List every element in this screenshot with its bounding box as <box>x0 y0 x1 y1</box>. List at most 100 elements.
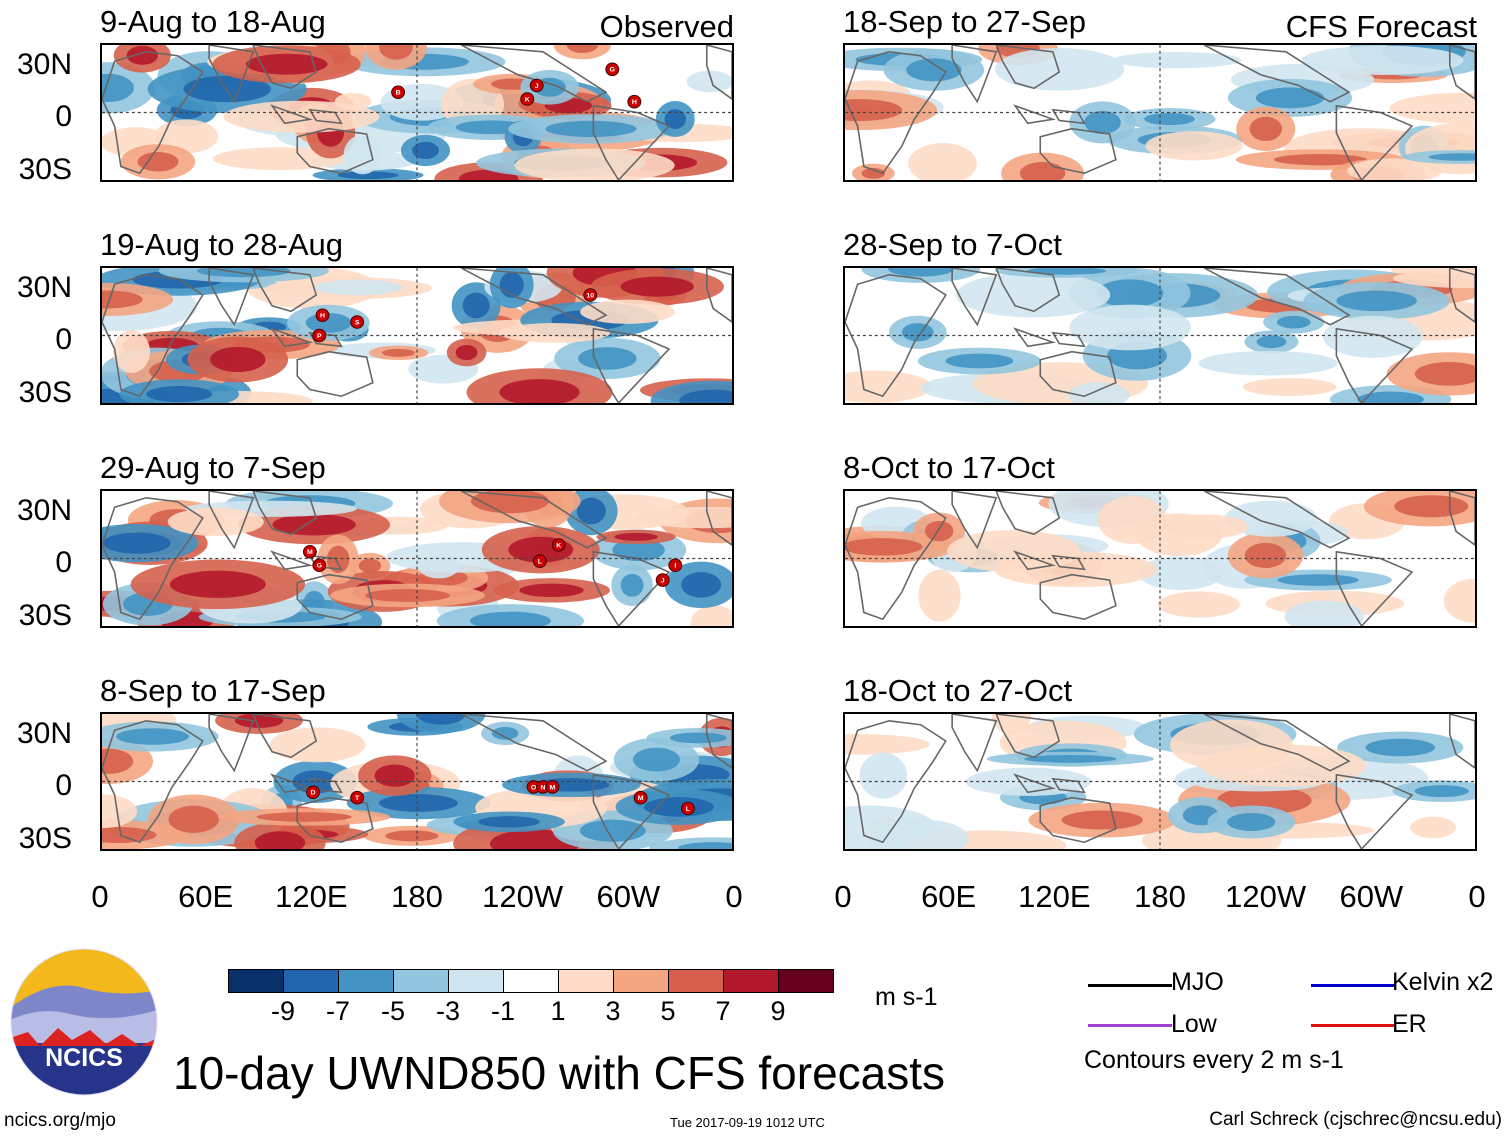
storm-marker: P <box>312 328 327 343</box>
map-panel <box>843 266 1477 405</box>
storm-label: 10 <box>586 292 594 299</box>
map-panel <box>843 712 1477 851</box>
storm-marker: T <box>350 790 365 805</box>
storm-marker: H <box>627 94 642 109</box>
storm-label: K <box>525 96 530 103</box>
colorbar-tick: 7 <box>715 996 731 1026</box>
storm-marker: 10 <box>583 288 598 302</box>
lon-label: 0 <box>834 879 852 914</box>
panel-title: 8-Oct to 17-Oct <box>843 450 1055 485</box>
storm-marker: J <box>655 573 670 587</box>
storm-marker: D <box>306 785 321 800</box>
panel-tag: CFS Forecast <box>1285 9 1477 44</box>
uwnd-field: MG L K J I <box>102 491 732 626</box>
storm-label: L <box>538 559 542 566</box>
lon-label: 60E <box>921 879 977 914</box>
legend-label: MJO <box>1171 968 1224 996</box>
map-panel: H P S 10 <box>100 266 734 405</box>
lon-label: 120E <box>275 879 348 914</box>
storm-marker: K <box>520 92 535 106</box>
storm-label: J <box>661 578 665 585</box>
lon-label: 60W <box>1339 879 1404 914</box>
panel-title: 19-Aug to 28-Aug <box>100 227 344 262</box>
lat-label: 0 <box>55 323 72 356</box>
colorbar-swatch <box>503 969 559 993</box>
storm-label: H <box>632 99 637 106</box>
storm-label: G <box>317 563 322 570</box>
storm-label: O <box>531 784 537 791</box>
colorbar-tick: -7 <box>325 996 351 1026</box>
storm-marker: M <box>545 780 560 794</box>
colorbar-swatch <box>723 969 779 993</box>
lon-label: 60W <box>596 879 661 914</box>
storm-label: T <box>355 795 360 802</box>
storm-marker: B <box>391 85 406 100</box>
lat-label: 30N <box>16 271 72 304</box>
lat-label: 30S <box>18 153 72 186</box>
lon-label: 60E <box>178 879 234 914</box>
footer-timestamp: Tue 2017-09-19 1012 UTC <box>670 1115 825 1130</box>
storm-marker: G <box>605 62 620 77</box>
lat-label: 30N <box>16 48 72 81</box>
colorbar-tick: 1 <box>550 996 566 1026</box>
storm-label: K <box>556 542 561 549</box>
colorbar-swatch <box>613 969 669 993</box>
uwnd-field <box>845 268 1475 403</box>
lat-label: 30S <box>18 376 72 409</box>
storm-label: B <box>396 90 401 97</box>
storm-label: I <box>674 563 676 570</box>
storm-marker: S <box>350 315 365 329</box>
contour-note: Contours every 2 m s-1 <box>1084 1046 1344 1074</box>
storm-label: J <box>535 83 539 90</box>
panel-title: 18-Sep to 27-Sep <box>843 4 1087 39</box>
panel-title: 28-Sep to 7-Oct <box>843 227 1062 262</box>
storm-marker: K <box>551 538 566 552</box>
lon-label: 180 <box>1134 879 1186 914</box>
uwnd-field <box>845 714 1475 849</box>
legend-label: Kelvin x2 <box>1392 968 1494 996</box>
colorbar-tick: 9 <box>770 996 786 1026</box>
legend-line <box>1311 984 1395 987</box>
panel-title: 9-Aug to 18-Aug <box>100 4 326 39</box>
panel-tag: Observed <box>599 9 734 44</box>
storm-marker: I <box>668 558 683 573</box>
panel-title: 8-Sep to 17-Sep <box>100 673 326 708</box>
colorbar-swatch <box>338 969 394 993</box>
uwnd-field: DTO N MML <box>102 714 732 849</box>
uwnd-field: H P S 10 <box>102 268 732 403</box>
colorbar-tick: -5 <box>380 996 406 1026</box>
legend-line <box>1088 1024 1172 1027</box>
colorbar-swatch <box>228 969 284 993</box>
legend-line <box>1088 984 1172 987</box>
lat-label: 0 <box>55 100 72 133</box>
storm-label: D <box>311 790 316 797</box>
lon-label: 120W <box>482 879 564 914</box>
uwnd-field <box>845 45 1475 180</box>
colorbar-swatch <box>778 969 834 993</box>
storm-label: P <box>317 333 322 340</box>
legend-label: ER <box>1392 1010 1427 1038</box>
colorbar-tick: 3 <box>605 996 621 1026</box>
storm-label: G <box>610 67 615 74</box>
legend-label: Low <box>1171 1010 1217 1038</box>
colorbar-tick: -1 <box>490 996 516 1026</box>
colorbar-swatch <box>393 969 449 993</box>
lon-label: 0 <box>1468 879 1486 914</box>
storm-marker: M <box>302 544 317 559</box>
storm-label: M <box>550 784 556 791</box>
map-panel <box>843 43 1477 182</box>
storm-marker: J <box>529 78 544 93</box>
colorbar-unit: m s-1 <box>875 983 938 1011</box>
storm-label: H <box>320 313 325 320</box>
storm-label: M <box>638 795 644 802</box>
ncics-logo: NCICS <box>10 948 158 1096</box>
colorbar-swatch <box>283 969 339 993</box>
map-panel <box>843 489 1477 628</box>
logo-text: NCICS <box>45 1044 123 1072</box>
lat-label: 30N <box>16 494 72 527</box>
colorbar-swatch <box>558 969 614 993</box>
colorbar-tick: -3 <box>435 996 461 1026</box>
